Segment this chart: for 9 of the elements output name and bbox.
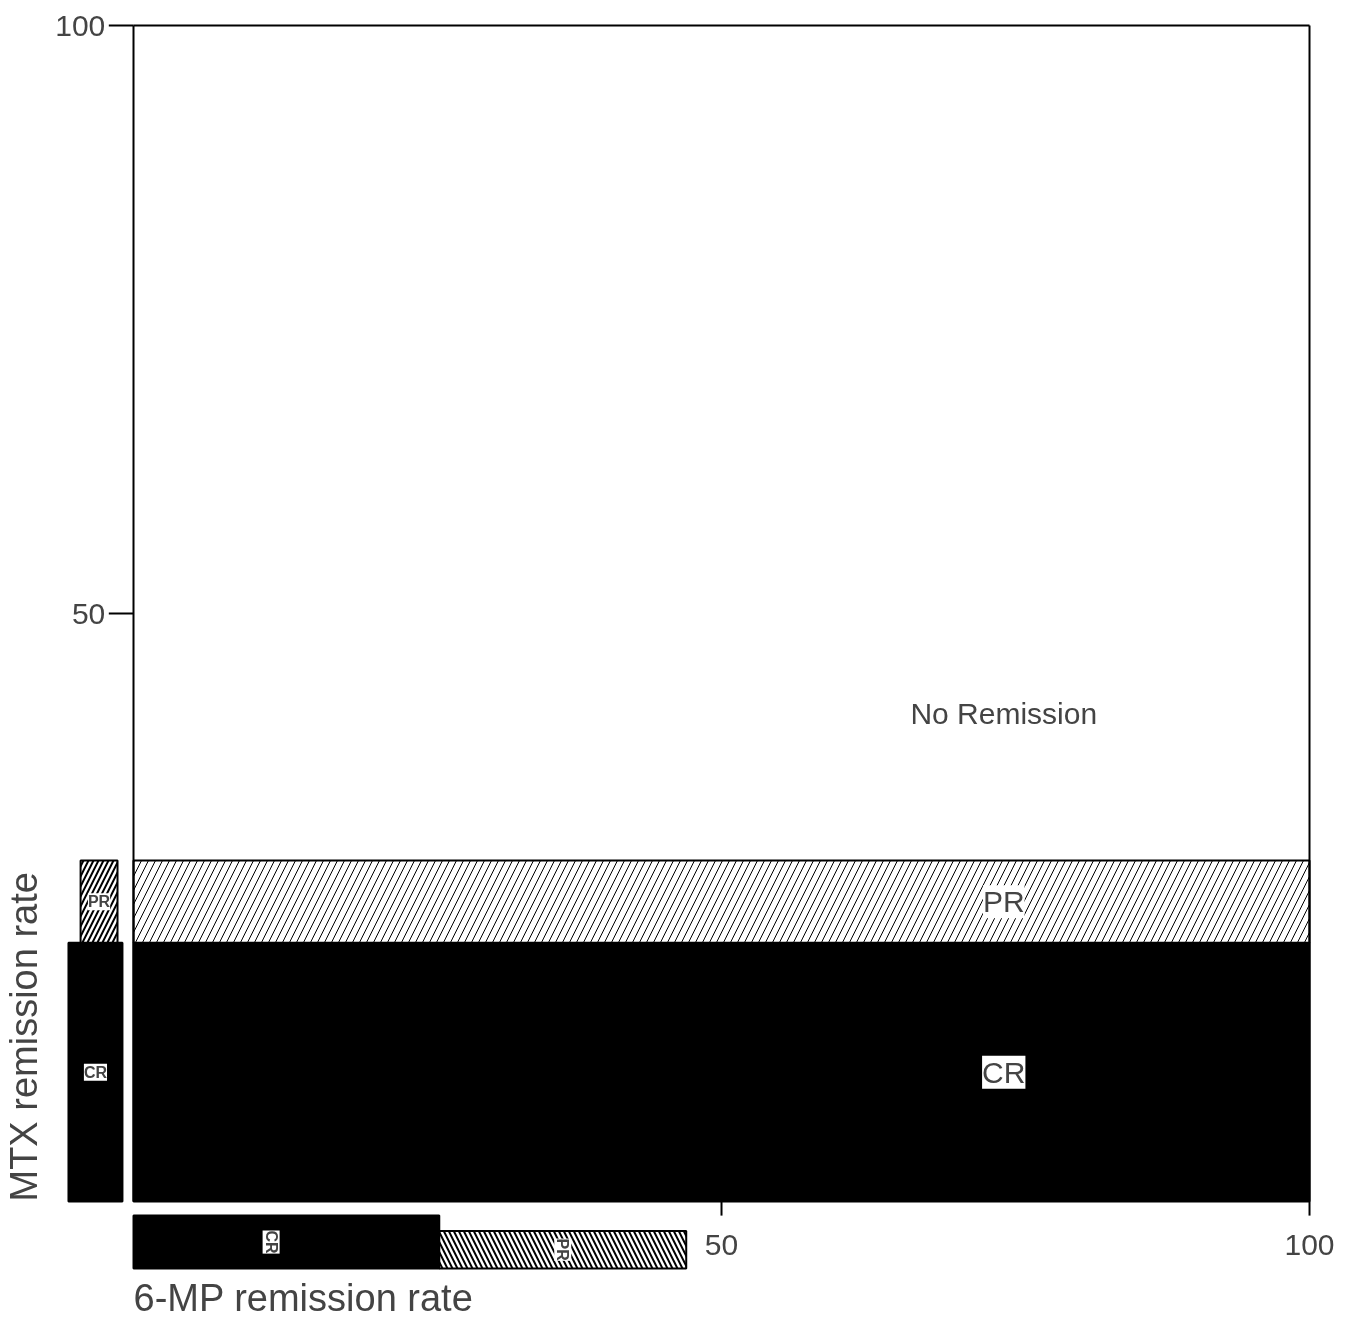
series-label: CR — [262, 1230, 280, 1255]
series-label: PR — [554, 1238, 572, 1262]
series-label: CR — [83, 1063, 108, 1081]
x-axis-title: 6-MP remission rate — [133, 1276, 473, 1319]
annotation: No Remission — [910, 696, 1098, 730]
text: PR — [982, 885, 1025, 919]
y-axis-title: MTX remission rate — [3, 872, 46, 1202]
text: CR — [982, 1055, 1026, 1089]
series-label: PR — [87, 893, 111, 911]
